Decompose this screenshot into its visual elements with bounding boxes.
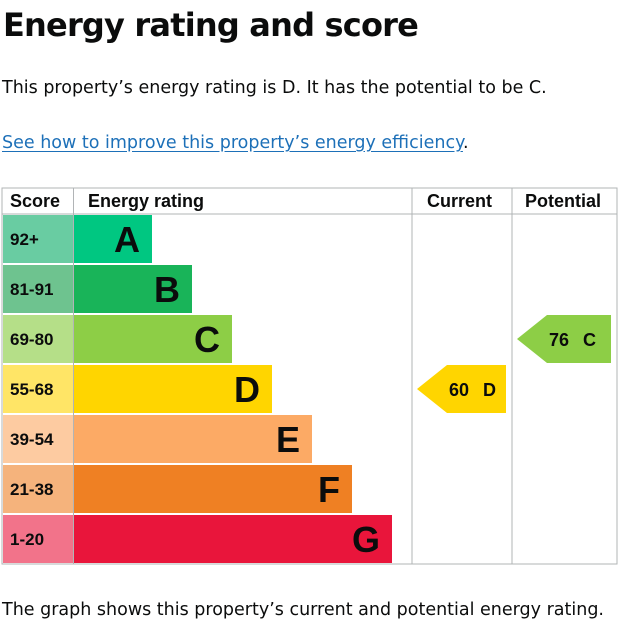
rating-bar-c [74, 315, 232, 363]
potential-rating-letter: C [583, 330, 596, 350]
score-cell-a [3, 215, 74, 263]
rating-letter-g: G [352, 519, 380, 560]
energy-rating-graph: Score Energy rating Current Potential 92+ A 81… [1, 187, 618, 565]
score-range-c: 69-80 [10, 330, 53, 349]
rating-letter-c: C [194, 319, 220, 360]
score-range-e: 39-54 [10, 430, 54, 449]
header-energy-rating: Energy rating [88, 191, 204, 211]
score-cell-d [3, 365, 74, 413]
rating-letter-f: F [318, 469, 340, 510]
rating-letter-e: E [276, 419, 300, 460]
rating-letter-b: B [154, 269, 180, 310]
score-cell-b [3, 265, 74, 313]
potential-rating-arrow [517, 315, 611, 363]
rating-letter-d: D [234, 369, 260, 410]
score-cell-e [3, 415, 74, 463]
energy-rating-chart: Score Energy rating Current Potential 92+ A 81… [0, 186, 641, 566]
link-suffix: . [462, 133, 469, 153]
chart-border [1, 187, 618, 565]
score-cell-g [3, 515, 74, 563]
current-rating-letter: D [483, 380, 496, 400]
rating-bar-e [74, 415, 312, 463]
rating-bar-d [74, 365, 272, 413]
score-range-d: 55-68 [10, 380, 53, 399]
rating-bar-a [74, 215, 152, 263]
header-current: Current [427, 191, 492, 211]
page-title: Energy rating and score [3, 6, 419, 44]
header-potential: Potential [525, 191, 601, 211]
score-range-g: 1-20 [10, 530, 44, 549]
rating-summary: This property’s energy rating is D. It h… [2, 78, 547, 98]
header-score: Score [10, 191, 60, 211]
score-range-b: 81-91 [10, 280, 53, 299]
score-range-a: 92+ [10, 230, 39, 249]
score-cell-c [3, 315, 74, 363]
graph-caption: The graph shows this property’s current … [2, 600, 604, 620]
rating-bar-b [74, 265, 192, 313]
current-rating-score: 60 [449, 380, 469, 400]
score-range-f: 21-38 [10, 480, 53, 499]
rating-bar-g [74, 515, 392, 563]
rating-bar-f [74, 465, 352, 513]
rating-letter-a: A [114, 219, 140, 260]
potential-rating-score: 76 [549, 330, 569, 350]
improve-link-line: See how to improve this property’s energ… [2, 133, 469, 153]
current-rating-arrow [417, 365, 506, 413]
improve-efficiency-link[interactable]: See how to improve this property’s energ… [2, 133, 463, 153]
score-cell-f [3, 465, 74, 513]
